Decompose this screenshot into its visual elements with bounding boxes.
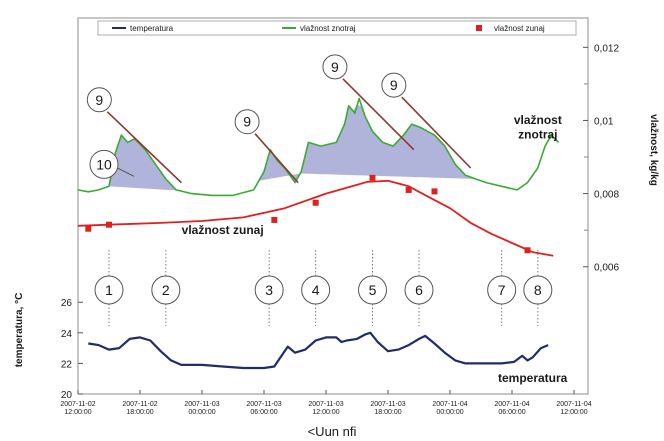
x-tick-date-4: 2007-11-03 <box>246 401 281 408</box>
series-marker-2-7 <box>431 188 438 195</box>
event-label-8: 8 <box>534 282 542 298</box>
series-marker-2-3 <box>271 216 278 223</box>
legend-label-1: temperatura <box>130 24 174 33</box>
series-marker-2-2 <box>106 221 112 228</box>
yr-tick-label-3: 0,008 <box>594 190 619 201</box>
x-tick-date-3: 2007-11-03 <box>184 401 219 408</box>
yl-tick-label-2: 24 <box>61 329 73 340</box>
x-tick-time-6: 18:00:00 <box>374 409 401 416</box>
x-tick-time-3: 00:00:00 <box>188 409 215 416</box>
event-circle-2 <box>151 275 181 305</box>
annotation-4: temperatura <box>498 371 568 385</box>
slope-line-1 <box>106 111 182 184</box>
yr-tick-label-4: 0,006 <box>594 263 619 274</box>
slope-label-4: 9 <box>390 77 398 93</box>
event-circle-4 <box>301 275 331 305</box>
yl-tick-label-4: 20 <box>61 390 73 401</box>
yl-tick-label-3: 22 <box>61 359 73 370</box>
legend-marker-3 <box>476 25 482 31</box>
legend-label-3: vlažnost zunaj <box>494 24 545 33</box>
event-label-2: 2 <box>162 282 170 298</box>
slope-label-1: 9 <box>95 92 103 108</box>
legend-label-2: vlažnost znotraj <box>300 24 356 33</box>
event-circle-6 <box>404 275 434 305</box>
legend: temperatura vlažnost znotraj vlažnost zuna… <box>97 20 577 36</box>
series-line-1 <box>77 97 560 197</box>
slope-label-2: 9 <box>243 114 251 130</box>
event-label-7: 7 <box>498 282 506 298</box>
region-circle-1 <box>89 149 119 179</box>
yr-tick-label-2: 0,01 <box>594 116 614 127</box>
event-circle-3 <box>254 275 284 305</box>
slope-circle-2 <box>234 109 260 135</box>
x-tick-time-8: 06:00:00 <box>498 409 525 416</box>
x-tick-date-2: 2007-11-02 <box>122 401 157 408</box>
event-label-5: 5 <box>369 282 377 298</box>
x-tick-date-1: 2007-11-02 <box>60 401 95 408</box>
event-circle-7 <box>487 275 517 305</box>
annotation-2: znotraj <box>518 128 557 142</box>
shaded-region-1 <box>109 135 180 191</box>
slope-line-4 <box>401 96 472 169</box>
region-label-1: 10 <box>96 156 112 172</box>
slope-line-3 <box>342 78 415 151</box>
event-circle-1 <box>94 275 124 305</box>
x-tick-time-7: 00:00:00 <box>436 409 463 416</box>
x-tick-time-2: 18:00:00 <box>126 409 153 416</box>
series-marker-2-4 <box>312 199 319 206</box>
x-tick-date-7: 2007-11-04 <box>432 401 467 408</box>
caption: <Uun nfi <box>308 424 357 439</box>
x-tick-date-8: 2007-11-04 <box>494 401 529 408</box>
event-label-3: 3 <box>265 282 273 298</box>
series-marker-2-1 <box>85 225 92 232</box>
series-marker-2-5 <box>369 174 376 181</box>
region-leader-1 <box>117 167 135 177</box>
x-tick-date-5: 2007-11-03 <box>308 401 343 408</box>
legend-box <box>97 20 577 36</box>
series-line-3 <box>88 331 549 370</box>
x-tick-time-5: 12:00:00 <box>312 409 339 416</box>
x-tick-date-9: 2007-11-04 <box>556 401 591 408</box>
yr-axis-label: vlažnost, kg/kg <box>648 114 659 186</box>
yr-tick-label-1: 0,012 <box>594 43 619 54</box>
slope-label-3: 9 <box>331 59 339 75</box>
event-circle-8 <box>523 275 553 305</box>
x-tick-time-4: 06:00:00 <box>250 409 277 416</box>
x-tick-date-6: 2007-11-03 <box>370 401 405 408</box>
x-tick-time-9: 12:00:00 <box>560 409 587 416</box>
yl-tick-label-1: 26 <box>61 298 73 309</box>
plot-frame <box>77 17 589 395</box>
slope-line-2 <box>254 133 299 184</box>
slope-circle-4 <box>381 72 407 98</box>
series-line-2 <box>77 179 554 257</box>
slope-circle-1 <box>86 87 112 113</box>
annotation-1: vlažnost <box>514 113 562 127</box>
event-label-1: 1 <box>105 282 113 298</box>
shaded-region-2 <box>258 149 301 183</box>
x-tick-time-1: 12:00:00 <box>64 409 91 416</box>
event-label-6: 6 <box>415 282 423 298</box>
shaded-region-3 <box>300 104 476 179</box>
yl-axis-label: temperatura, °C <box>14 293 25 368</box>
event-circle-5 <box>358 275 387 305</box>
series-marker-2-6 <box>405 186 412 193</box>
event-label-4: 4 <box>312 282 320 298</box>
annotation-3: vlažnost zunaj <box>182 223 264 237</box>
slope-circle-3 <box>322 54 348 80</box>
series-marker-2-8 <box>524 247 531 254</box>
